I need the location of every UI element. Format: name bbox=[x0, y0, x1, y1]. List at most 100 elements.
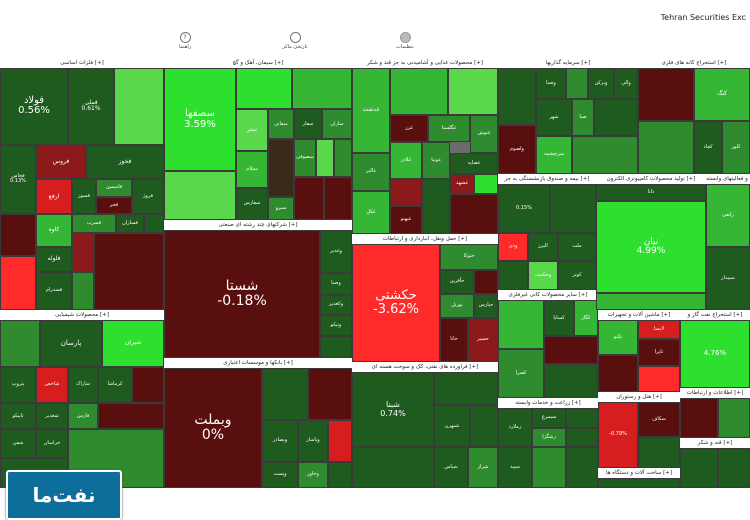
stock-tile[interactable] bbox=[498, 68, 536, 125]
stock-tile[interactable] bbox=[596, 293, 706, 310]
stock-tile[interactable] bbox=[638, 365, 680, 392]
stock-tile[interactable]: وصنا bbox=[320, 272, 352, 295]
stock-tile[interactable] bbox=[434, 372, 498, 406]
stock-tile[interactable]: غنوش bbox=[470, 115, 498, 153]
stock-tile[interactable]: صبا bbox=[572, 99, 594, 136]
stock-tile[interactable]: حکشتی -3.62% bbox=[352, 244, 440, 362]
stock-tile[interactable]: شفن bbox=[0, 429, 36, 458]
stock-tile[interactable]: کنگ bbox=[694, 68, 750, 121]
stock-tile[interactable]: غالبر bbox=[352, 152, 390, 191]
stock-tile[interactable] bbox=[598, 355, 638, 392]
stock-tile[interactable]: ارفع bbox=[36, 179, 72, 214]
stock-tile[interactable]: 4.76% bbox=[680, 320, 750, 388]
stock-tile[interactable]: سصوفی bbox=[294, 139, 316, 177]
toolbar-item-2[interactable]: تنظیمات bbox=[370, 32, 440, 50]
stock-tile[interactable]: شاراک bbox=[68, 367, 98, 404]
stock-tile[interactable] bbox=[352, 447, 434, 488]
stock-tile[interactable] bbox=[470, 405, 498, 448]
stock-tile[interactable] bbox=[598, 478, 680, 488]
stock-tile[interactable]: سصفها 3.59% bbox=[164, 68, 236, 172]
stock-tile[interactable]: فسوز bbox=[72, 179, 96, 214]
stock-tile[interactable]: شیران bbox=[102, 320, 164, 368]
stock-tile[interactable] bbox=[72, 233, 94, 272]
stock-tile[interactable]: وخاور bbox=[298, 462, 328, 488]
stock-tile[interactable]: فملی 0.61% bbox=[68, 68, 114, 145]
stock-tile[interactable]: فسدرام bbox=[36, 271, 72, 310]
stock-tile[interactable]: حسیر bbox=[468, 317, 498, 362]
stock-tile[interactable]: سپید bbox=[498, 447, 532, 488]
stock-tile[interactable]: غکل bbox=[352, 190, 390, 234]
stock-tile[interactable]: سرچشمه bbox=[536, 135, 572, 174]
stock-tile[interactable] bbox=[718, 448, 750, 488]
stock-tile[interactable]: غزر bbox=[390, 115, 428, 142]
stock-tile[interactable]: 0.15% bbox=[498, 184, 550, 234]
stock-tile[interactable] bbox=[680, 398, 718, 438]
stock-tile[interactable]: فخوز bbox=[86, 144, 164, 180]
stock-tile[interactable] bbox=[268, 139, 294, 198]
stock-tile[interactable] bbox=[474, 173, 498, 195]
stock-tile[interactable] bbox=[0, 213, 36, 257]
stock-tile[interactable] bbox=[94, 233, 164, 310]
stock-tile[interactable] bbox=[390, 68, 448, 116]
stock-tile[interactable]: لابسا bbox=[638, 320, 680, 340]
stock-tile[interactable]: نیان 4.99% bbox=[596, 200, 706, 294]
stock-tile[interactable]: شستا -0.18% bbox=[164, 230, 320, 358]
toolbar-item-0[interactable]: ? راهنما bbox=[150, 32, 220, 50]
stock-tile[interactable] bbox=[334, 139, 352, 177]
stock-tile[interactable] bbox=[448, 68, 498, 116]
stock-tile[interactable]: فروژ bbox=[132, 179, 164, 214]
stock-tile[interactable]: وتیکو bbox=[320, 315, 352, 336]
stock-tile[interactable]: کصرا bbox=[498, 349, 544, 398]
stock-tile[interactable]: غدشت bbox=[352, 68, 390, 153]
stock-tile[interactable] bbox=[638, 436, 680, 468]
stock-tile[interactable] bbox=[498, 260, 528, 290]
stock-tile[interactable]: شغدیر bbox=[36, 403, 68, 430]
stock-tile[interactable]: شبهرن bbox=[434, 405, 470, 448]
stock-tile[interactable] bbox=[566, 408, 598, 428]
stock-tile[interactable] bbox=[572, 135, 638, 174]
stock-tile[interactable] bbox=[72, 271, 94, 310]
stock-tile[interactable]: خراسان bbox=[36, 429, 68, 458]
stock-tile[interactable]: فخاس 0.13% bbox=[0, 144, 36, 214]
stock-tile[interactable] bbox=[0, 320, 40, 368]
stock-tile[interactable] bbox=[132, 367, 164, 404]
stock-tile[interactable]: وحکمت bbox=[528, 260, 558, 290]
stock-tile[interactable]: زملارد bbox=[498, 408, 532, 448]
stock-tile[interactable] bbox=[320, 335, 352, 358]
stock-tile[interactable] bbox=[236, 68, 292, 110]
stock-tile[interactable] bbox=[324, 176, 352, 220]
stock-tile[interactable]: پتروپ bbox=[0, 367, 36, 404]
stock-tile[interactable] bbox=[680, 448, 718, 488]
stock-tile[interactable]: تکنو bbox=[598, 320, 638, 356]
stock-tile[interactable]: تاپرا bbox=[638, 339, 680, 366]
stock-tile[interactable] bbox=[262, 368, 308, 420]
stock-tile[interactable] bbox=[328, 419, 352, 463]
stock-tile[interactable]: شبنا 0.74% bbox=[352, 372, 434, 448]
stock-tile[interactable]: کسایا bbox=[544, 300, 574, 337]
stock-tile[interactable]: فولاد 0.56% bbox=[0, 68, 68, 145]
stock-tile[interactable]: فجر bbox=[96, 196, 132, 214]
stock-tile[interactable]: سیرو bbox=[268, 197, 294, 220]
stock-tile[interactable]: ستر bbox=[236, 109, 268, 151]
stock-tile[interactable]: وپست bbox=[262, 462, 298, 488]
stock-tile[interactable] bbox=[164, 171, 236, 220]
stock-tile[interactable] bbox=[316, 139, 334, 177]
stock-tile[interactable]: توریل bbox=[440, 293, 474, 318]
stock-tile[interactable]: وکغدیر bbox=[320, 294, 352, 316]
stock-tile[interactable]: کوثر bbox=[558, 260, 596, 290]
stock-tile[interactable] bbox=[638, 68, 694, 121]
stock-tile[interactable]: کرماشا bbox=[98, 367, 132, 404]
stock-tile[interactable] bbox=[550, 184, 596, 234]
stock-tile[interactable]: وغدیر bbox=[320, 230, 352, 273]
stock-tile[interactable] bbox=[390, 179, 422, 206]
stock-tile[interactable]: وبرکن bbox=[588, 68, 614, 100]
stock-tile[interactable]: غلادر bbox=[390, 141, 422, 180]
stock-tile[interactable] bbox=[308, 368, 352, 420]
stock-tile[interactable] bbox=[292, 68, 352, 110]
stock-tile[interactable]: فاسمین bbox=[96, 179, 132, 197]
stock-tile[interactable] bbox=[544, 363, 598, 398]
stock-tile[interactable]: سکاف bbox=[638, 402, 680, 437]
stock-tile[interactable]: والي bbox=[614, 68, 638, 100]
stock-tile[interactable] bbox=[0, 256, 36, 310]
stock-tile[interactable]: غشهد bbox=[450, 173, 474, 195]
